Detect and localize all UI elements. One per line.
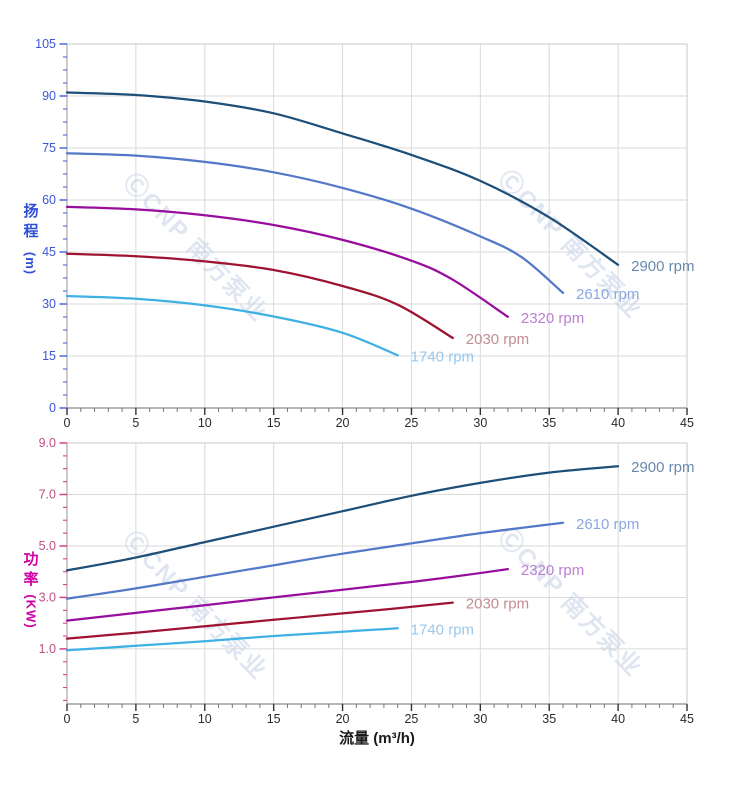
x-tick-label: 25	[404, 712, 418, 726]
y-tick-label: 0	[49, 401, 56, 415]
y-tick-label: 45	[42, 245, 56, 259]
curve-2610-rpm	[65, 521, 565, 600]
power-axis-title: 功率 (KW)	[20, 550, 42, 628]
x-tick-label: 45	[680, 712, 694, 726]
head-axis-unit: (m)	[23, 251, 39, 275]
x-tick-label: 15	[267, 712, 281, 726]
power-axis-unit: (KW)	[23, 593, 39, 629]
x-tick-label: 10	[198, 416, 212, 430]
x-tick-label: 5	[132, 712, 139, 726]
y-tick-label: 9.0	[39, 436, 56, 450]
x-tick-label: 25	[404, 416, 418, 430]
y-tick-label: 30	[42, 297, 56, 311]
curve-1740-rpm	[65, 294, 399, 357]
y-tick-label: 105	[35, 37, 56, 51]
series-label-2610-rpm: 2610 rpm	[576, 286, 639, 303]
x-tick-label: 5	[132, 416, 139, 430]
series-label-2320-rpm: 2320 rpm	[521, 562, 584, 579]
y-tick-label: 60	[42, 193, 56, 207]
x-tick-label: 40	[611, 712, 625, 726]
curve-2900-rpm	[65, 465, 620, 572]
power-axis-title-text: 功率	[23, 551, 39, 588]
series-label-1740-rpm: 1740 rpm	[411, 348, 474, 365]
series-label-2030-rpm: 2030 rpm	[466, 596, 529, 613]
x-tick-label: 0	[64, 712, 71, 726]
head-axis-title: 扬程 (m)	[20, 202, 42, 275]
x-tick-label: 20	[336, 712, 350, 726]
series-label-2900-rpm: 2900 rpm	[631, 258, 694, 275]
curve-2320-rpm	[65, 205, 510, 318]
y-tick-label: 3.0	[39, 591, 56, 605]
series-label-1740-rpm: 1740 rpm	[411, 621, 474, 638]
x-tick-label: 15	[267, 416, 281, 430]
y-tick-label: 7.0	[39, 488, 56, 502]
y-tick-label: 5.0	[39, 539, 56, 553]
x-tick-label: 30	[473, 416, 487, 430]
x-tick-label: 0	[64, 416, 71, 430]
x-tick-label: 30	[473, 712, 487, 726]
y-tick-label: 1.0	[39, 642, 56, 656]
series-label-2610-rpm: 2610 rpm	[576, 516, 639, 533]
y-tick-label: 90	[42, 89, 56, 103]
flow-axis-title: 流量 (m³/h)	[339, 730, 415, 747]
series-label-2900-rpm: 2900 rpm	[631, 459, 694, 476]
x-tick-label: 40	[611, 416, 625, 430]
curve-2030-rpm	[65, 601, 454, 640]
x-tick-label: 35	[542, 712, 556, 726]
curve-1740-rpm	[65, 627, 399, 652]
x-tick-label: 45	[680, 416, 694, 430]
y-tick-label: 15	[42, 349, 56, 363]
y-tick-label: 75	[42, 141, 56, 155]
x-tick-label: 20	[336, 416, 350, 430]
head-axis-title-text: 扬程	[23, 203, 39, 240]
curve-2900-rpm	[65, 91, 620, 266]
curve-2030-rpm	[65, 252, 454, 340]
series-label-2030-rpm: 2030 rpm	[466, 331, 529, 348]
x-tick-label: 35	[542, 416, 556, 430]
series-label-2320-rpm: 2320 rpm	[521, 310, 584, 327]
x-tick-label: 10	[198, 712, 212, 726]
curve-2610-rpm	[65, 152, 565, 295]
curve-2320-rpm	[65, 567, 510, 622]
